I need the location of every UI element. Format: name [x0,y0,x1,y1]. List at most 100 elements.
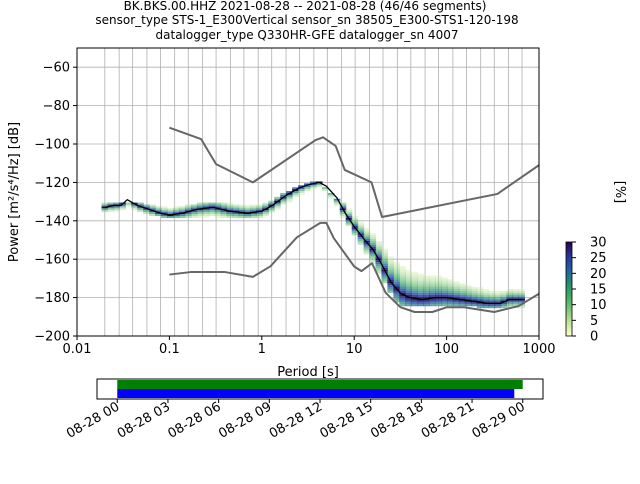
timeline-tick-label: 08-28 06 [166,399,224,441]
density-cell [190,204,198,207]
density-cell [423,302,430,305]
density-cell [339,204,347,207]
density-cell [476,288,484,291]
density-cell [137,204,144,207]
density-cell [435,304,442,307]
density-cell [441,285,448,288]
density-cell [411,287,418,289]
density-cell [423,275,430,278]
density-cell [399,294,406,297]
density-cell [149,208,156,211]
density-cell [405,300,412,303]
density-cell [393,267,400,270]
timeline-tick-label: 08-28 03 [115,399,173,441]
density-cell [101,208,109,211]
x-tick-label: 1 [258,342,266,357]
density-cell [417,290,424,293]
density-cell [423,277,430,280]
density-cell [393,294,400,297]
density-cell [208,202,216,205]
density-cell [161,216,168,218]
density-cell [494,294,502,297]
density-cell [256,208,263,211]
density-cell [405,302,412,305]
density-cell [435,288,442,291]
density-cell [411,294,418,297]
density-cell [375,254,383,257]
density-cell [369,237,377,240]
y-tick-label: −80 [43,99,70,114]
density-cell [262,202,269,205]
density-cell [518,288,525,291]
density-cell [393,290,400,293]
density-cell [339,210,347,213]
density-cell [452,294,460,297]
density-cell [274,204,281,207]
density-cell [107,210,115,213]
density-cell [357,225,365,228]
density-cell [512,300,520,303]
density-cell [363,239,371,241]
density-cell [250,216,257,218]
density-cell [363,227,371,230]
density-cell [470,290,478,293]
plot-background [77,48,539,336]
density-cell [458,287,466,289]
density-cell [345,210,353,213]
colorbar-tick-label: 25 [590,251,607,266]
density-cell [393,271,400,274]
density-cell [423,287,430,289]
density-cell [435,290,442,293]
density-cell [363,250,371,253]
density-cell [131,208,138,211]
density-cell [321,189,329,192]
density-cell [119,206,126,209]
density-cell [482,294,490,297]
density-cell [149,212,156,215]
density-cell [286,200,293,203]
density-cell [405,277,412,280]
density-cell [286,194,293,197]
timeline-tick-label: 08-28 00 [64,399,122,441]
density-cell [190,210,198,213]
density-cell [441,292,448,295]
density-cell [280,198,287,201]
density-cell [339,216,347,218]
density-cell [476,300,484,303]
density-cell [435,287,442,289]
density-cell [315,183,323,186]
density-cell [202,206,210,209]
density-cell [173,212,180,215]
density-cell [333,202,341,205]
density-cell [399,290,406,293]
density-cell [446,283,454,286]
density-cell [488,300,496,303]
density-cell [441,288,448,291]
density-cell [399,304,406,307]
density-cell [452,285,460,288]
density-cell [423,290,430,293]
y-axis-ticks: −60 −80 −100 −120 −140 −160 −180 −200 [34,61,77,345]
density-cell [500,306,508,309]
density-cell [375,265,383,268]
x-axis-ticks: 0.01 0.1 1 10 100 1000 [63,336,556,357]
density-cell [488,290,496,293]
density-cell [143,210,150,213]
density-cell [184,208,192,211]
density-cell [423,283,430,286]
density-cell [411,285,418,288]
density-cell [387,271,394,274]
density-cell [411,283,418,286]
density-cell [512,296,520,299]
density-cell [470,287,478,289]
density-cell [411,292,418,295]
density-cell [381,273,389,276]
series-mode [104,181,522,305]
density-cell [155,210,162,213]
density-cell [232,208,240,211]
density-cell [238,210,246,213]
density-cell [309,187,317,190]
density-cell [250,206,257,209]
